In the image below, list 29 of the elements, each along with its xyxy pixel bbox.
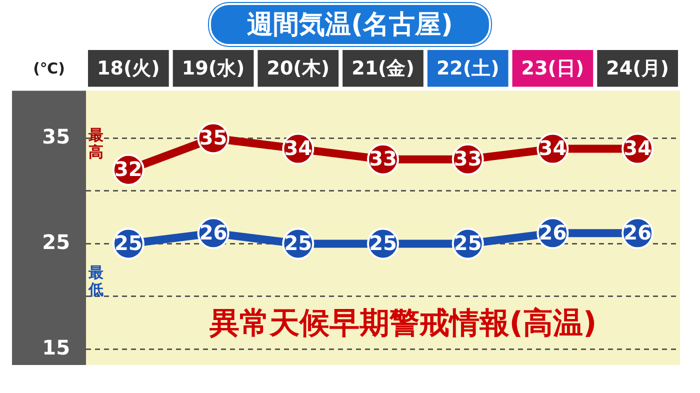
- data-label: 26: [624, 220, 652, 244]
- x-tick-label: 22(土): [436, 57, 500, 80]
- series-label: 最低: [88, 264, 104, 299]
- data-label: 26: [199, 220, 228, 244]
- y-tick-label: 35: [42, 124, 70, 148]
- x-tick-label: 24(月): [606, 57, 669, 80]
- data-label: 33: [369, 146, 397, 171]
- data-label: 25: [284, 230, 312, 255]
- x-tick-label: 23(日): [521, 57, 584, 80]
- annotation: 異常天候早期警戒情報(高温): [209, 306, 597, 341]
- x-tick-label: 19(水): [182, 57, 245, 80]
- y-tick-label: 25: [42, 230, 70, 254]
- x-tick-label: 18(火): [97, 57, 160, 80]
- x-tick-label: 21(金): [352, 57, 414, 80]
- data-label: 34: [284, 136, 312, 160]
- data-label: 25: [454, 230, 482, 255]
- data-label: 25: [369, 230, 397, 255]
- data-label: 33: [454, 146, 482, 171]
- data-label: 26: [538, 220, 567, 244]
- y-tick-label: 15: [42, 335, 70, 360]
- data-label: 35: [199, 125, 228, 150]
- data-label: 34: [624, 136, 652, 160]
- data-label: 25: [114, 230, 142, 255]
- series-label: 最高: [88, 126, 104, 161]
- x-tick-label: 20(木): [266, 57, 330, 80]
- chart-title: 週間気温(名古屋): [209, 2, 491, 46]
- data-label: 32: [114, 157, 142, 182]
- data-label: 34: [538, 136, 567, 160]
- y-axis-title: (℃): [33, 59, 65, 78]
